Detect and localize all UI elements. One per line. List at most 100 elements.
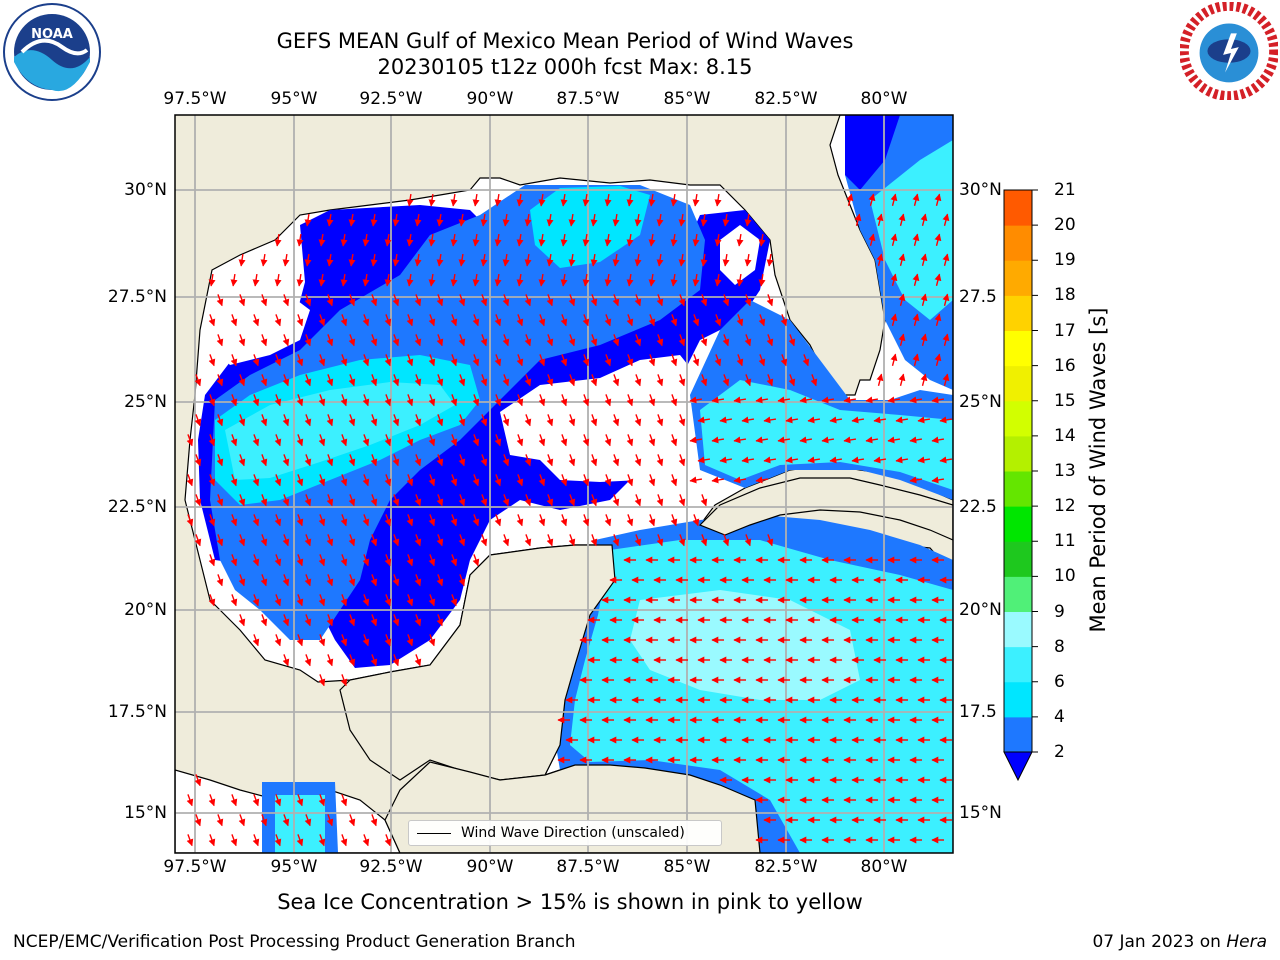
- wind-wave-arrow: [208, 354, 216, 367]
- footer-branch: NCEP/EMC/Verification Post Processing Pr…: [13, 932, 576, 952]
- colorbar-label: Mean Period of Wind Waves [s]: [1086, 307, 1110, 633]
- wind-wave-arrow: [755, 436, 769, 444]
- wind-wave-arrow: [252, 354, 260, 367]
- wind-wave-arrow: [890, 313, 898, 326]
- wind-wave-arrow: [829, 416, 843, 424]
- wind-wave-arrow: [406, 394, 414, 407]
- wind-wave-arrow: [348, 574, 356, 587]
- wind-wave-arrow: [362, 434, 370, 447]
- wind-wave-arrow: [777, 436, 791, 444]
- wind-wave-arrow: [406, 273, 414, 287]
- wind-wave-arrow: [340, 233, 348, 247]
- wind-wave-arrow: [546, 534, 554, 547]
- wind-wave-arrow: [326, 614, 334, 627]
- wind-wave-arrow: [612, 494, 620, 507]
- wind-wave-arrow: [700, 334, 708, 347]
- lon-label-bottom: 80°W: [860, 857, 908, 877]
- wind-wave-arrow: [304, 814, 312, 827]
- wind-wave-arrow: [851, 456, 865, 464]
- wind-wave-arrow: [216, 454, 224, 467]
- wind-wave-arrow: [392, 294, 400, 307]
- wind-wave-arrow: [230, 434, 238, 447]
- wind-wave-arrow: [480, 294, 488, 307]
- wind-wave-arrow: [296, 514, 304, 527]
- wind-wave-arrow: [942, 333, 950, 346]
- colorbar-tick-label: 17: [1054, 320, 1076, 341]
- wind-wave-arrow: [538, 434, 546, 447]
- wind-wave-arrow: [436, 414, 444, 427]
- wind-wave-arrow: [472, 354, 480, 367]
- colorbar-tick-label: 8: [1054, 636, 1065, 657]
- lat-label-right: 20°N: [959, 600, 1002, 620]
- wind-wave-arrow: [194, 774, 202, 787]
- wind-wave-arrow: [370, 334, 378, 347]
- wind-wave-arrow: [590, 374, 598, 387]
- wind-wave-arrow: [274, 273, 282, 287]
- lon-label-bottom: 92.5°W: [359, 857, 423, 877]
- wind-wave-arrow: [406, 634, 414, 647]
- wind-wave-arrow: [318, 674, 326, 687]
- wind-wave-arrow: [260, 334, 268, 347]
- wind-wave-arrow: [692, 514, 700, 527]
- wind-wave-arrow: [208, 794, 216, 807]
- wind-wave-arrow: [714, 273, 722, 287]
- wind-wave-arrow: [612, 414, 620, 427]
- wind-wave-arrow: [436, 374, 444, 387]
- lat-label-right: 27.5: [959, 287, 997, 307]
- wind-wave-arrow: [648, 514, 656, 527]
- wind-wave-arrow: [568, 253, 576, 267]
- wind-wave-arrow: [414, 454, 422, 467]
- wind-wave-arrow: [326, 294, 334, 307]
- wind-wave-arrow: [480, 414, 488, 427]
- wind-wave-arrow: [340, 554, 348, 567]
- map-title: GEFS MEAN Gulf of Mexico Mean Period of …: [276, 29, 854, 53]
- wind-wave-arrow: [304, 574, 312, 587]
- wind-wave-arrow: [384, 434, 392, 447]
- wind-wave-arrow: [296, 273, 304, 287]
- wind-wave-arrow: [890, 273, 898, 286]
- wind-wave-arrow: [931, 396, 945, 404]
- wind-wave-arrow: [604, 314, 612, 327]
- wind-wave-arrow: [714, 314, 722, 327]
- wind-wave-arrow: [502, 253, 510, 267]
- wind-wave-arrow: [502, 334, 510, 347]
- wind-wave-arrow: [340, 434, 348, 447]
- wind-wave-arrow: [590, 334, 598, 347]
- wind-wave-arrow: [560, 514, 568, 527]
- wind-wave-arrow: [678, 253, 686, 267]
- wind-wave-arrow: [898, 333, 906, 346]
- wind-wave-arrow: [494, 354, 502, 367]
- wind-wave-arrow: [384, 394, 392, 407]
- wind-wave-arrow: [887, 436, 901, 444]
- colorbar-tick-label: 9: [1054, 601, 1065, 622]
- wind-wave-arrow: [296, 834, 304, 847]
- wind-wave-arrow: [260, 294, 268, 307]
- wind-wave-arrow: [568, 334, 576, 347]
- wind-wave-arrow: [216, 374, 224, 387]
- wind-wave-arrow: [274, 354, 282, 367]
- wind-wave-arrow: [799, 436, 813, 444]
- wind-wave-arrow: [472, 514, 480, 527]
- lat-label-left: 22.5°N: [107, 497, 167, 517]
- colorbar-tick-label: 10: [1054, 566, 1076, 587]
- wind-wave-arrow: [516, 193, 524, 207]
- lon-label-bottom: 85°W: [663, 857, 711, 877]
- lon-label-top: 80°W: [860, 89, 908, 109]
- wind-wave-arrow: [252, 794, 260, 807]
- wind-wave-arrow: [560, 233, 568, 247]
- colorbar-tick-label: 16: [1054, 355, 1076, 376]
- wind-wave-arrow: [714, 354, 722, 367]
- wind-wave-arrow: [766, 374, 774, 387]
- wind-wave-arrow: [516, 233, 524, 247]
- wind-wave-arrow: [252, 634, 260, 647]
- wind-wave-arrow: [296, 794, 304, 807]
- wind-wave-arrow: [370, 494, 378, 507]
- wind-wave-arrow: [208, 314, 216, 327]
- wind-wave-arrow: [296, 394, 304, 407]
- wind-wave-arrow: [656, 494, 664, 507]
- wind-wave-arrow: [472, 233, 480, 247]
- wind-wave-arrow: [494, 193, 502, 207]
- colorbar: [1003, 189, 1038, 782]
- wind-wave-arrow: [450, 594, 458, 607]
- wind-wave-arrow: [777, 396, 791, 404]
